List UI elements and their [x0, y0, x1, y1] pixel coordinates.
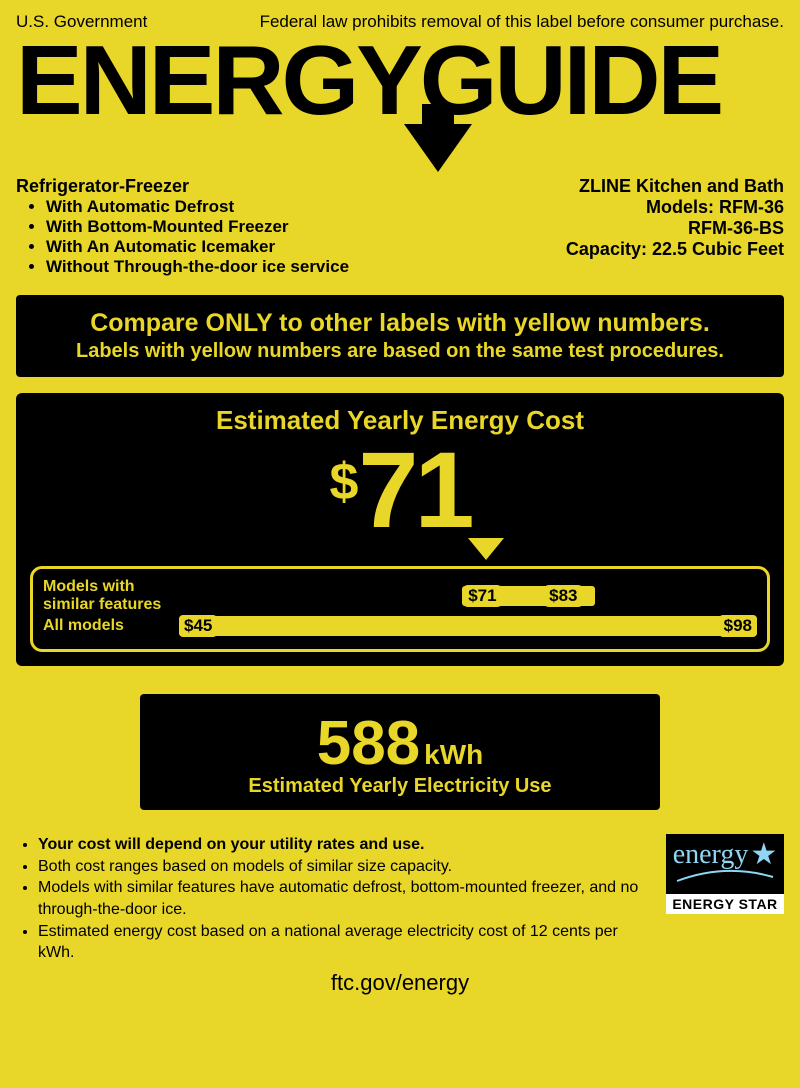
title-arrow-icon — [404, 124, 472, 172]
range-row-similar: Models withsimilar features $71 $83 — [43, 578, 757, 613]
product-features-list: With Automatic Defrost With Bottom-Mount… — [46, 197, 349, 277]
range-max-similar: $83 — [543, 585, 583, 607]
energyguide-title-block: ENERGYGUIDE — [16, 36, 784, 154]
range-bar-all: $45 $98 — [179, 616, 757, 636]
feature-item: With Automatic Defrost — [46, 197, 349, 217]
energy-star-caption: ENERGY STAR — [666, 894, 784, 914]
models-label: Models: — [646, 197, 714, 217]
energy-star-script: energy — [673, 842, 749, 867]
ftc-url: ftc.gov/energy — [16, 970, 784, 996]
feature-item: With An Automatic Icemaker — [46, 237, 349, 257]
feature-item: Without Through-the-door ice service — [46, 257, 349, 277]
footnotes: Your cost will depend on your utility ra… — [16, 834, 652, 964]
brand-name: ZLINE Kitchen and Bath — [566, 176, 784, 197]
footnote-item: Models with similar features have automa… — [38, 877, 652, 920]
product-info: Refrigerator-Freezer With Automatic Defr… — [16, 176, 349, 277]
cost-ranges-box: Models withsimilar features $71 $83 All … — [30, 566, 770, 652]
range-fill-all — [179, 616, 757, 636]
range-min-all: $45 — [179, 615, 217, 637]
product-category: Refrigerator-Freezer — [16, 176, 349, 197]
yearly-cost-panel: Estimated Yearly Energy Cost $71 Models … — [16, 393, 784, 666]
footnote-item: Estimated energy cost based on a nationa… — [38, 921, 652, 964]
footnote-item: Both cost ranges based on models of simi… — [38, 856, 652, 878]
model-number: RFM-36-BS — [566, 218, 784, 239]
range-label-similar: Models withsimilar features — [43, 578, 179, 613]
kwh-value: 588 — [317, 709, 420, 778]
feature-item: With Bottom-Mounted Freezer — [46, 217, 349, 237]
cost-ranges-side-label: Cost Ranges — [0, 542, 11, 621]
compare-notice: Compare ONLY to other labels with yellow… — [16, 295, 784, 377]
cost-number: 71 — [358, 429, 470, 550]
range-min-similar: $71 — [462, 585, 502, 607]
model-number: RFM-36 — [719, 197, 784, 217]
energy-star-star-icon: ★ — [750, 843, 777, 867]
kwh-unit: kWh — [424, 739, 483, 770]
range-row-all: All models $45 $98 — [43, 616, 757, 636]
manufacturer-info: ZLINE Kitchen and Bath Models: RFM-36 RF… — [566, 176, 784, 277]
compare-line1: Compare ONLY to other labels with yellow… — [26, 309, 774, 338]
range-label-all: All models — [43, 617, 179, 635]
yearly-cost-value: $71 — [30, 436, 770, 544]
range-max-all: $98 — [719, 615, 757, 637]
energyguide-title: ENERGYGUIDE — [16, 36, 799, 124]
electricity-use-panel: 588kWh Estimated Yearly Electricity Use — [140, 694, 660, 810]
cost-marker-arrow-icon — [468, 538, 504, 560]
capacity: Capacity: 22.5 Cubic Feet — [566, 239, 784, 260]
compare-line2: Labels with yellow numbers are based on … — [26, 340, 774, 363]
currency-symbol: $ — [329, 453, 358, 511]
footnote-item: Your cost will depend on your utility ra… — [38, 834, 652, 856]
kwh-subtitle: Estimated Yearly Electricity Use — [150, 775, 650, 798]
energy-star-badge: energy ★ ENERGY STAR — [666, 834, 784, 914]
range-bar-similar: $71 $83 — [179, 586, 757, 606]
energy-star-swoosh-icon — [675, 867, 775, 885]
